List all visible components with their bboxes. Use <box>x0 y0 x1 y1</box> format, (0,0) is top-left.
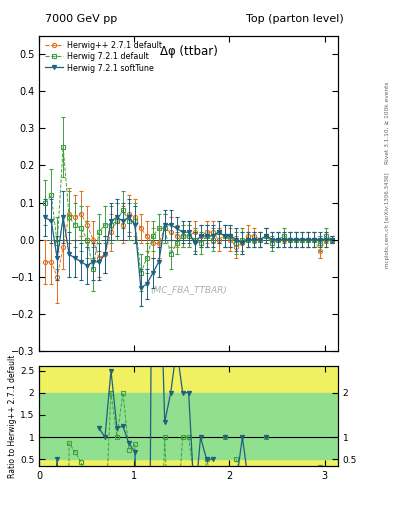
Text: Rivet 3.1.10, ≥ 100k events: Rivet 3.1.10, ≥ 100k events <box>385 81 389 164</box>
Text: 7000 GeV pp: 7000 GeV pp <box>45 14 118 24</box>
Text: mcplots.cern.ch [arXiv:1306.3436]: mcplots.cern.ch [arXiv:1306.3436] <box>385 173 389 268</box>
Legend: Herwig++ 2.7.1 default, Herwig 7.2.1 default, Herwig 7.2.1 softTune: Herwig++ 2.7.1 default, Herwig 7.2.1 def… <box>43 40 163 74</box>
Text: Δφ (ttbar): Δφ (ttbar) <box>160 45 218 58</box>
Y-axis label: Ratio to Herwig++ 2.7.1 default: Ratio to Herwig++ 2.7.1 default <box>8 354 17 478</box>
Text: Top (parton level): Top (parton level) <box>246 14 344 24</box>
Text: (MC_FBA_TTBAR): (MC_FBA_TTBAR) <box>150 285 227 294</box>
